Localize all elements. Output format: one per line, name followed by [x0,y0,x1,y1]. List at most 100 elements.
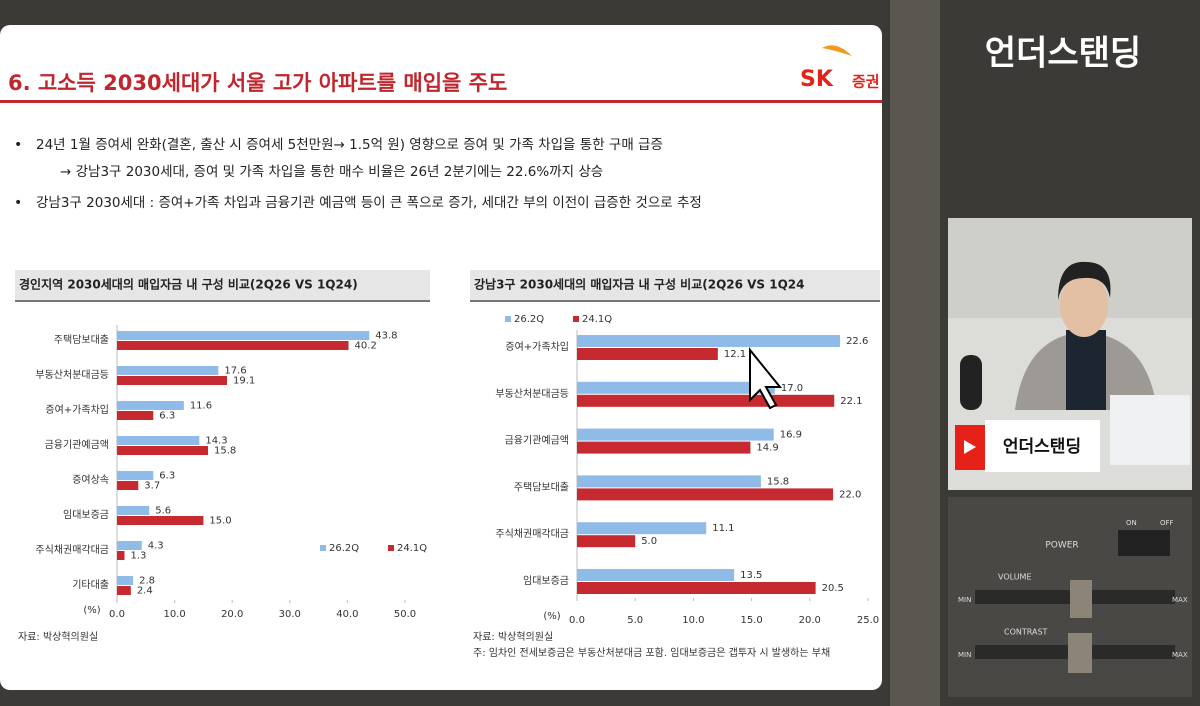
bullet-dot: • [14,195,22,211]
bar [577,348,718,360]
value-label: 1.3 [130,551,146,562]
chart-title: 경인지역 2030세대의 매입자금 내 구성 비교(2Q26 VS 1Q24) [19,277,358,292]
legend-swatch [388,545,394,551]
category-label: 부동산처분대금등 [35,369,109,381]
category-label: 증여+가족차입 [45,403,109,416]
value-label: 14.9 [756,443,778,454]
value-label: 12.1 [724,349,746,360]
title-rule [0,100,882,103]
chart-title-rule [470,300,880,302]
bar [577,569,735,581]
logo-sub: 증권 [852,73,880,91]
bar [117,586,131,595]
panel-label: MAX [1172,596,1188,604]
category-label: 주식채권매각대금 [35,544,109,556]
x-tick-label: 30.0 [279,609,301,620]
panel-label: VOLUME [998,573,1032,582]
bar [117,506,150,515]
value-label: 15.0 [209,516,231,527]
monitor [1110,395,1190,465]
category-label: 부동산처분대금등 [495,388,569,400]
bar [117,576,134,585]
bullet: 강남3구 2030세대 : 증여+가족 차입과 금융기관 예금액 등이 큰 폭으… [36,195,702,211]
lower-third-text: 언더스탠딩 [1003,437,1081,457]
panel-label: CONTRAST [1004,628,1048,637]
value-label: 2.4 [137,586,153,597]
panel-label: OFF [1160,519,1174,527]
logo-icon [822,45,852,56]
x-tick-label: 20.0 [221,609,243,620]
bar [117,541,142,550]
bar [577,522,707,535]
value-label: 11.6 [190,401,212,412]
channel-name: 언더스탠딩 [985,34,1141,74]
bar [577,582,816,594]
value-label: 5.0 [641,536,657,547]
legend-swatch [320,545,326,551]
bar [117,436,200,445]
category-label: 기타대출 [72,579,109,591]
legend-label: 24.1Q [397,543,427,554]
category-label: 임대보증금 [523,574,569,587]
value-label: 11.1 [712,523,734,534]
slide-title: 6. 고소득 2030세대가 서울 고가 아파트를 매입을 주도 [8,71,507,95]
category-label: 주택담보대출 [54,334,109,346]
bar [577,394,835,407]
x-tick-label: 10.0 [163,609,185,620]
power-switch [1118,530,1170,556]
mouse-cursor [749,347,783,410]
panel-label: MIN [958,651,971,659]
lower-third [985,420,1100,472]
value-label: 22.1 [840,396,862,407]
x-tick-label: 15.0 [740,615,762,626]
slider-knob [1070,580,1092,618]
value-label: 2.8 [139,576,155,587]
value-label: 6.3 [159,471,175,482]
legend-swatch [573,316,579,322]
bullet: → 강남3구 2030세대, 증여 및 가족 차입을 통한 매수 비율은 26년… [60,164,603,180]
value-label: 40.2 [355,341,377,352]
chart-title-bar [15,270,430,300]
bar [117,471,154,480]
legend-label: 26.2Q [514,314,544,325]
value-label: 15.8 [214,446,236,457]
x-tick-label: 20.0 [799,615,821,626]
value-label: 17.6 [224,366,246,377]
bar [577,488,834,501]
value-label: 22.6 [846,336,868,347]
bar [577,335,841,347]
legend-label: 24.1Q [582,314,612,325]
category-label: 주식채권매각대금 [495,528,569,540]
source: 자료: 박상혁의원실 [473,631,553,643]
value-label: 20.5 [822,583,844,594]
person-face [1060,273,1108,337]
category-label: 임대보증금 [63,508,109,521]
x-tick-label: 40.0 [336,609,358,620]
bar [577,428,774,441]
logo: SK [800,67,834,92]
bar [117,376,228,385]
category-label: 금융기관예금액 [45,439,109,451]
bar [117,551,125,560]
source: 자료: 박상혁의원실 [18,631,98,643]
category-label: 금융기관예금액 [505,435,569,447]
value-label: 43.8 [375,331,397,342]
value-label: 14.3 [205,436,227,447]
x-tick-label: 0.0 [109,609,125,620]
slider-knob [1068,633,1092,673]
bar [117,481,139,490]
microphone [960,355,982,410]
value-label: 3.7 [144,481,160,492]
x-axis-label: (%) [543,611,560,622]
x-tick-label: 50.0 [394,609,416,620]
chart-title: 강남3구 2030세대의 매입자금 내 구성 비교(2Q26 VS 1Q24 [474,277,805,292]
bar [117,446,209,455]
bar [117,516,204,525]
chart-title-bar [470,270,880,300]
x-axis-label: (%) [83,605,100,616]
bar [577,381,775,394]
chart-title-rule [15,300,430,302]
value-label: 22.0 [839,489,861,500]
